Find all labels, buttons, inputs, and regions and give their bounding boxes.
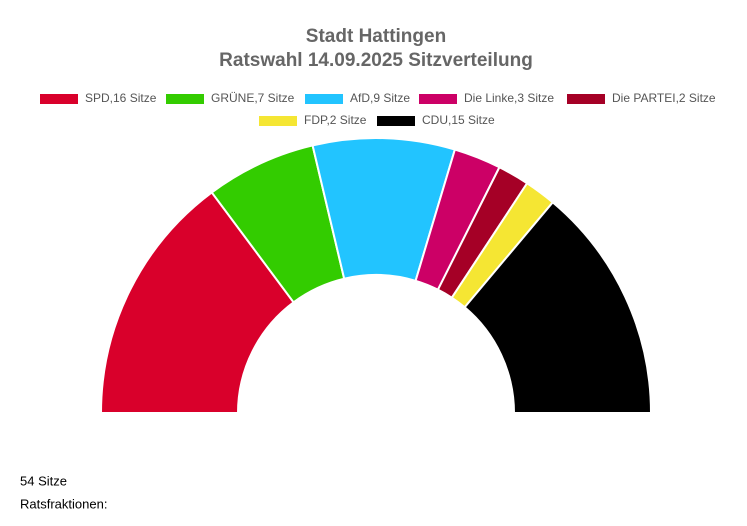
chart-title: Stadt Hattingen: [306, 26, 446, 47]
legend-label: CDU,15 Sitze: [422, 113, 495, 127]
footer-text: Ratsfraktionen:: [20, 496, 107, 511]
seat-segment: [463, 200, 653, 414]
legend-swatch: [419, 94, 457, 104]
legend-label: Die PARTEI,2 Sitze: [612, 91, 716, 105]
footer-text: 54 Sitze: [20, 473, 67, 488]
chart-subtitle: Ratswahl 14.09.2025 Sitzverteilung: [219, 50, 533, 71]
legend-label: SPD,16 Sitze: [85, 91, 157, 105]
legend-swatch: [377, 116, 415, 126]
legend-swatch: [305, 94, 343, 104]
legend-swatch: [40, 94, 78, 104]
seat-segment: [99, 191, 295, 414]
legend-swatch: [166, 94, 204, 104]
legend-label: GRÜNE,7 Sitze: [211, 91, 295, 105]
legend-label: FDP,2 Sitze: [304, 113, 367, 127]
legend-label: AfD,9 Sitze: [350, 91, 410, 105]
legend-label: Die Linke,3 Sitze: [464, 91, 554, 105]
legend-swatch: [259, 116, 297, 126]
legend-swatch: [567, 94, 605, 104]
